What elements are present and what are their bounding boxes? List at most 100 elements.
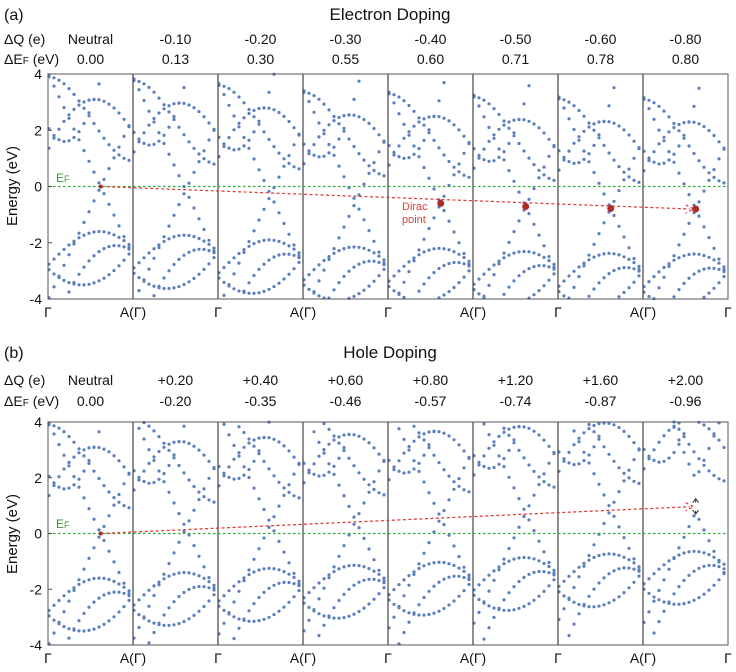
delta-ef-value: 0.13 [162,51,189,67]
band-point [147,619,151,623]
band-point [297,496,301,500]
band-point [147,461,151,465]
y-tick-label: 4 [34,414,42,430]
band-point [532,265,536,269]
band-point [402,136,406,140]
band-point [682,136,686,140]
band-point [112,579,116,584]
band-point [327,462,331,466]
band-point [407,444,411,449]
band-point [487,283,491,287]
band-point [332,472,336,476]
band-point [272,515,276,519]
band-point [582,261,586,265]
band-point [637,565,641,569]
band-point [212,467,216,471]
band-point [442,116,446,120]
band-point [142,141,146,145]
band-point [122,134,126,138]
band-point [157,243,161,247]
band-point [417,562,421,566]
band-point [172,501,176,505]
band-point [342,175,346,179]
band-point [477,104,481,108]
band-point [682,551,686,555]
band-point [502,608,506,612]
band-point [267,137,271,142]
band-point [352,245,356,249]
band-point [647,454,651,458]
band-point [432,530,436,534]
band-point [157,246,161,250]
band-point [477,463,481,467]
band-point [527,212,531,216]
band-point [182,619,186,624]
band-point [322,451,326,455]
band-point [172,163,176,167]
band-point [92,170,96,174]
band-point [332,606,336,610]
band-point [147,604,151,608]
band-point [562,98,566,102]
band-point [57,138,61,142]
band-point [447,119,451,123]
band-point [372,558,376,562]
band-point [82,567,86,571]
band-point [232,477,236,481]
band-point [432,501,436,505]
band-point [347,113,351,117]
band-point [97,98,101,102]
band-point [362,246,366,250]
band-point [412,424,416,428]
band-point [182,233,186,237]
band-point [202,565,206,569]
band-point [177,257,181,261]
band-point [552,272,556,276]
band-point [207,476,211,480]
band-point [167,224,171,228]
band-point [432,187,436,191]
band-point [577,462,581,466]
band-point [112,560,116,564]
band-point [712,168,716,172]
band-point [632,256,636,261]
band-point [192,276,196,280]
band-point [122,239,126,243]
band-point [147,109,151,113]
band-point [417,116,421,120]
band-point [407,470,411,474]
band-point [367,577,371,581]
band-point [607,120,611,124]
band-structure-subpanel [642,420,726,635]
band-point [662,459,666,463]
band-point [617,295,621,299]
band-point [407,448,411,452]
band-point [152,120,156,124]
band-point [427,589,431,593]
band-point [317,474,321,478]
band-point [692,549,696,553]
band-point [127,252,131,256]
band-point [52,285,56,289]
band-point [572,141,576,145]
band-point [287,232,291,236]
band-point [352,144,356,149]
band-point [67,460,71,464]
band-point [522,507,526,511]
y-tick-label: -4 [30,637,43,653]
band-point [437,512,441,516]
band-point [152,455,156,459]
band-point [127,247,131,251]
band-point [657,588,661,593]
band-point [272,583,276,587]
band-point [197,554,201,558]
band-point [502,465,506,469]
band-point [527,556,531,560]
band-point [677,288,681,292]
band-point [377,172,381,176]
band-point [457,566,461,570]
band-point [192,544,196,548]
band-point [547,564,551,569]
band-point [717,179,721,183]
band-point [507,448,511,452]
